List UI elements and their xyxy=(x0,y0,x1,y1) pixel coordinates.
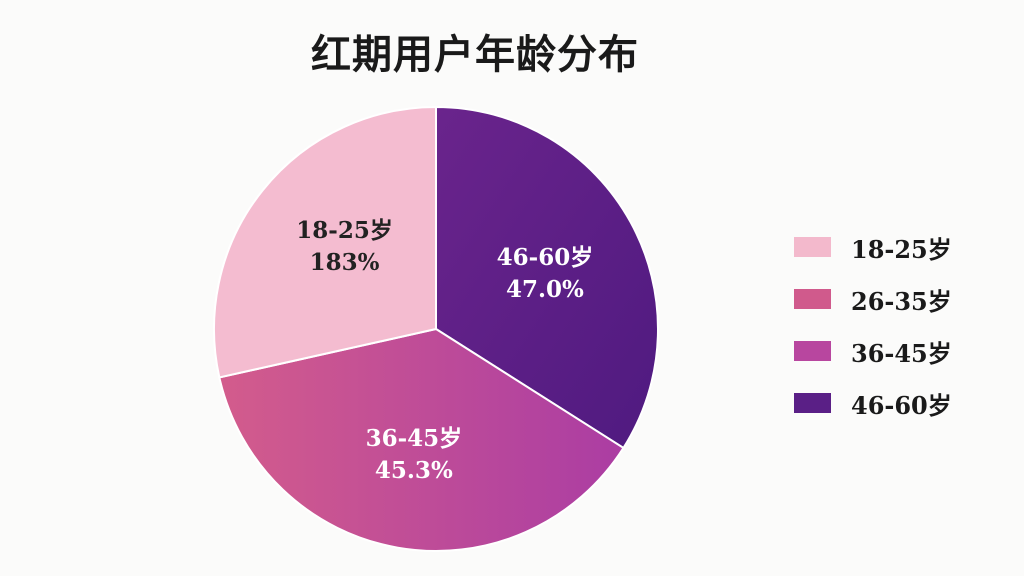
legend-item-46-60: 46-60岁 xyxy=(794,388,952,420)
legend-item-18-25: 18-25岁 xyxy=(794,232,952,264)
legend-swatch-36-45 xyxy=(794,341,831,361)
legend-item-26-35: 26-35岁 xyxy=(794,284,952,316)
slice-value-36-45: 45.3% xyxy=(375,457,453,484)
legend-label-26-35: 26-35岁 xyxy=(851,286,952,316)
chart-legend: 18-25岁 26-35岁 36-45岁 46-60岁 xyxy=(794,232,952,440)
legend-swatch-46-60 xyxy=(794,393,831,413)
slice-label-18-25: 18-25岁 xyxy=(296,217,393,244)
pie-slice-36-45 xyxy=(218,327,625,552)
legend-label-46-60: 46-60岁 xyxy=(851,390,952,420)
slice-value-18-25: 183% xyxy=(310,249,380,276)
slice-label-46-60: 46-60岁 xyxy=(497,244,594,271)
slice-label-36-45: 36-45岁 xyxy=(366,425,463,452)
legend-item-36-45: 36-45岁 xyxy=(794,336,952,368)
legend-label-18-25: 18-25岁 xyxy=(851,234,952,264)
pie-slice-18-25 xyxy=(213,105,437,379)
pie-slice-46-60 xyxy=(435,105,659,450)
legend-label-36-45: 36-45岁 xyxy=(851,338,952,368)
slice-value-46-60: 47.0% xyxy=(506,276,584,303)
legend-swatch-18-25 xyxy=(794,237,831,257)
chart-title: 红期用户年龄分布 xyxy=(311,32,639,78)
legend-swatch-26-35 xyxy=(794,289,831,309)
